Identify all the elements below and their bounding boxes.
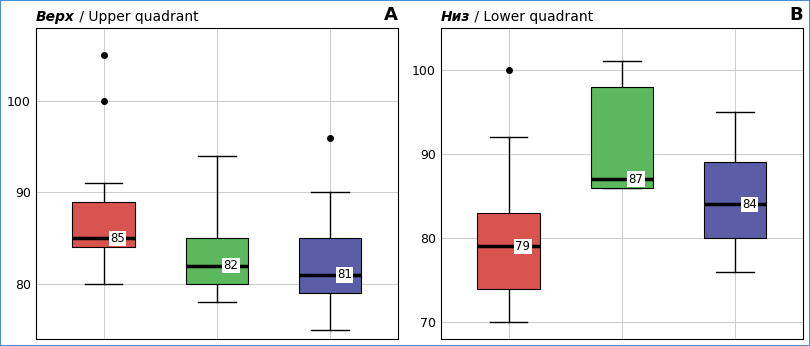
Text: / Upper quadrant: / Upper quadrant [75, 10, 198, 25]
Text: Низ: Низ [441, 10, 470, 25]
Text: 79: 79 [515, 240, 531, 253]
Text: 81: 81 [337, 268, 352, 281]
Text: Верх: Верх [36, 10, 75, 25]
Text: 82: 82 [224, 259, 238, 272]
FancyBboxPatch shape [590, 86, 653, 188]
Text: 84: 84 [742, 198, 757, 211]
Text: 87: 87 [629, 173, 643, 185]
FancyBboxPatch shape [704, 162, 766, 238]
Text: / Lower quadrant: / Lower quadrant [470, 10, 593, 25]
Text: B: B [790, 7, 803, 25]
FancyBboxPatch shape [299, 238, 361, 293]
Text: A: A [384, 7, 398, 25]
Text: 85: 85 [110, 232, 126, 245]
FancyBboxPatch shape [185, 238, 248, 284]
FancyBboxPatch shape [72, 202, 134, 247]
FancyBboxPatch shape [477, 213, 539, 289]
